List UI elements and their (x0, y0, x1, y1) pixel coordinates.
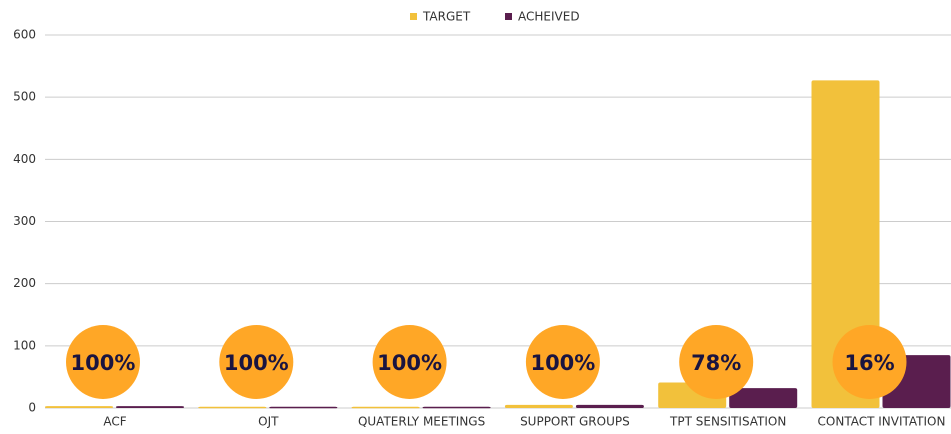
bar (116, 406, 184, 408)
bar (422, 406, 491, 409)
bar (575, 404, 644, 408)
bar (198, 406, 267, 409)
x-tick-label: ACF (103, 415, 126, 429)
bar (269, 406, 338, 409)
bar (504, 404, 573, 408)
x-tick-label: CONTACT INVITATION (818, 415, 946, 429)
annotation-badge (832, 325, 907, 399)
annotation-badge (525, 325, 600, 399)
bar (45, 406, 113, 408)
annotation: 100% (530, 351, 595, 375)
x-tick-label: QUATERLY MEETINGS (358, 415, 485, 429)
annotation: 100% (71, 351, 136, 375)
x-tick-label: SUPPORT GROUPS (520, 415, 630, 429)
x-tick-label: OJT (258, 415, 279, 429)
annotation-badge (219, 325, 294, 399)
legend-swatch (505, 13, 512, 20)
y-tick-label: 500 (13, 90, 36, 104)
annotation: 100% (377, 351, 442, 375)
y-tick-label: 600 (13, 28, 36, 42)
annotation-badge (679, 325, 754, 399)
annotation: 100% (224, 351, 289, 375)
annotation-badge (372, 325, 447, 399)
y-tick-label: 400 (13, 152, 36, 166)
legend-swatch (410, 13, 417, 20)
annotation: 16% (844, 351, 894, 375)
annotation-badge (66, 325, 140, 399)
y-tick-label: 300 (13, 214, 36, 228)
bar (351, 406, 420, 409)
bar (729, 388, 798, 408)
legend-label: ACHEIVED (518, 10, 580, 24)
y-tick-label: 200 (13, 276, 36, 290)
legend-label: TARGET (422, 10, 471, 24)
x-tick-label: TPT SENSITISATION (669, 415, 786, 429)
y-tick-label: 0 (28, 401, 36, 415)
y-tick-label: 100 (13, 338, 36, 352)
annotation: 78% (691, 351, 741, 375)
